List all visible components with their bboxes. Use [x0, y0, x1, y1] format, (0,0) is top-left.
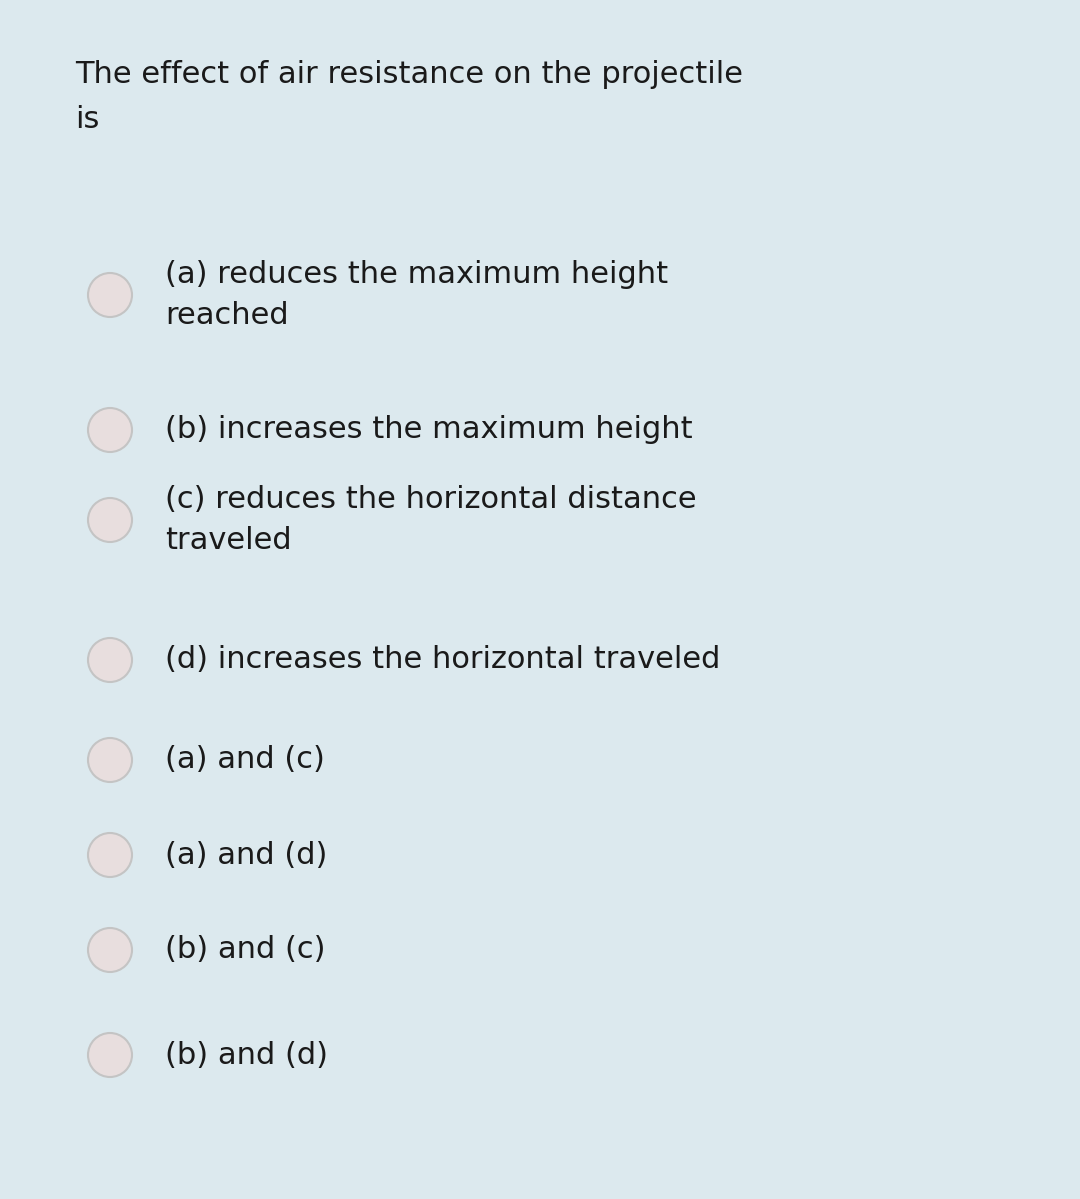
Circle shape — [87, 1034, 132, 1077]
Circle shape — [87, 928, 132, 972]
Text: (c) reduces the horizontal distance
traveled: (c) reduces the horizontal distance trav… — [165, 486, 697, 555]
Circle shape — [87, 498, 132, 542]
Text: (b) increases the maximum height: (b) increases the maximum height — [165, 416, 692, 445]
Text: (a) reduces the maximum height
reached: (a) reduces the maximum height reached — [165, 260, 669, 330]
Text: (b) and (c): (b) and (c) — [165, 935, 325, 964]
Text: (d) increases the horizontal traveled: (d) increases the horizontal traveled — [165, 645, 720, 675]
Text: (a) and (d): (a) and (d) — [165, 840, 327, 869]
Text: is: is — [75, 106, 99, 134]
Text: (b) and (d): (b) and (d) — [165, 1041, 328, 1070]
Circle shape — [87, 273, 132, 317]
Text: (a) and (c): (a) and (c) — [165, 746, 325, 775]
Circle shape — [87, 739, 132, 782]
Circle shape — [87, 638, 132, 682]
Text: The effect of air resistance on the projectile: The effect of air resistance on the proj… — [75, 60, 743, 89]
Circle shape — [87, 833, 132, 876]
Circle shape — [87, 408, 132, 452]
